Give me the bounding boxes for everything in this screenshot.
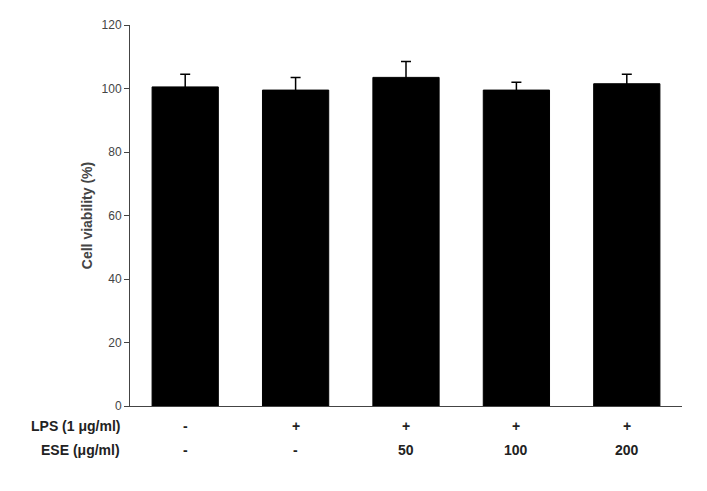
svg-text:200: 200 <box>615 442 639 458</box>
svg-text:80: 80 <box>108 145 122 159</box>
svg-text:60: 60 <box>108 209 122 223</box>
svg-text:100: 100 <box>504 442 528 458</box>
svg-text:-: - <box>183 418 188 434</box>
svg-text:LPS (1 μg/ml): LPS (1 μg/ml) <box>31 418 120 434</box>
svg-text:+: + <box>512 418 520 434</box>
svg-text:50: 50 <box>398 442 414 458</box>
svg-text:100: 100 <box>102 82 122 96</box>
svg-text:-: - <box>293 442 298 458</box>
svg-text:+: + <box>623 418 631 434</box>
svg-text:40: 40 <box>108 272 122 286</box>
svg-text:ESE (μg/ml): ESE (μg/ml) <box>41 442 120 458</box>
svg-text:-: - <box>183 442 188 458</box>
svg-text:Cell viability (%): Cell viability (%) <box>79 162 95 269</box>
svg-text:120: 120 <box>102 18 122 32</box>
svg-text:+: + <box>402 418 410 434</box>
svg-text:0: 0 <box>115 399 122 413</box>
svg-text:+: + <box>292 418 300 434</box>
svg-text:20: 20 <box>108 336 122 350</box>
